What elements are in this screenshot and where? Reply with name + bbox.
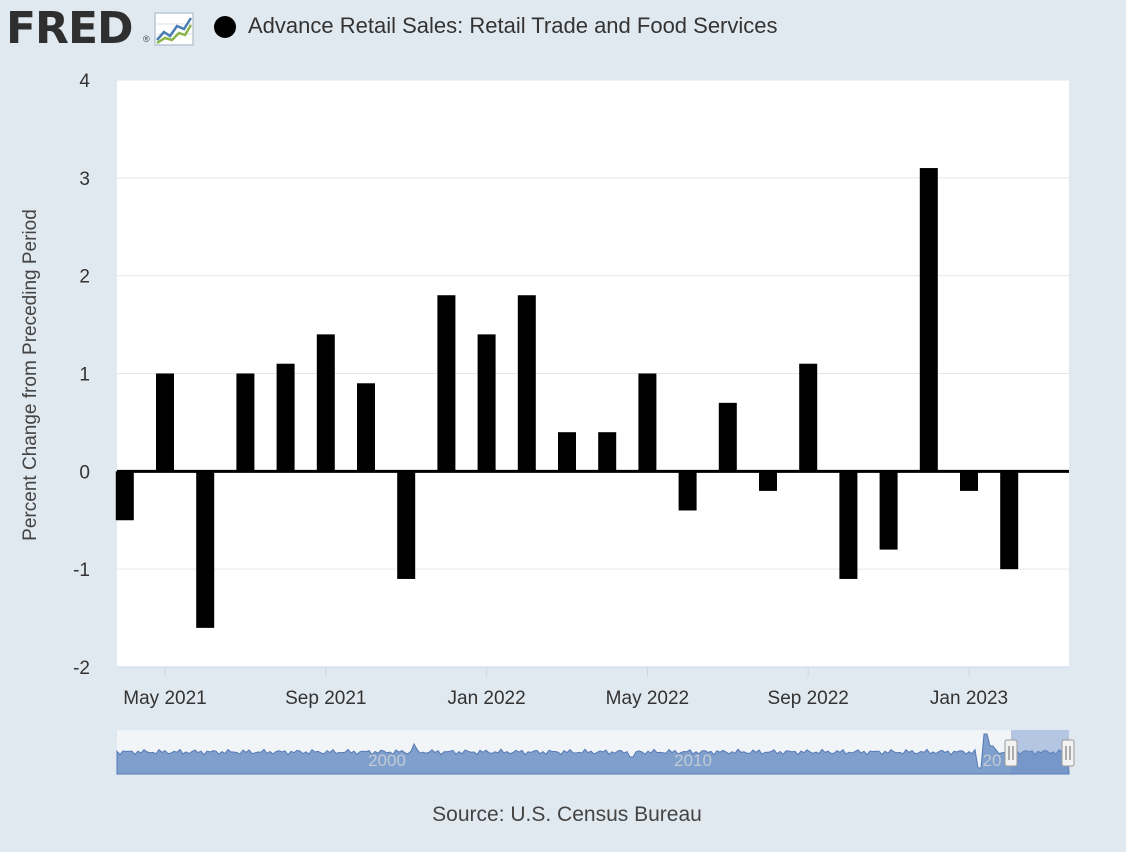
x-tick-label: Sep 2022 [768,688,849,709]
bar-2021-05[interactable] [156,373,174,472]
legend-series-title[interactable]: Advance Retail Sales: Retail Trade and F… [248,13,778,38]
x-tick-label: Jan 2023 [930,688,1008,709]
bar-2023-02[interactable] [1000,471,1019,570]
bar-2021-09[interactable] [316,334,335,472]
legend-marker [214,16,236,38]
bar-2022-08[interactable] [759,471,777,491]
bar-2021-06[interactable] [196,471,215,628]
bar-2022-03[interactable] [558,432,576,472]
bar-2023-01[interactable] [960,471,978,491]
y-tick-label: -2 [73,658,90,679]
bar-2021-12[interactable] [437,295,456,472]
navigator-label-2010: 2010 [674,751,712,770]
navigator-label-20: 20 [983,751,1002,770]
range-navigator: 2000 2010 20 [116,730,1075,775]
gridlines [117,79,1069,570]
bar-2021-07[interactable] [236,373,255,472]
bar-2022-05[interactable] [638,373,657,472]
bar-2022-04[interactable] [598,432,617,472]
y-tick-label: -1 [73,560,90,581]
x-tick-label: Jan 2022 [448,688,526,709]
chart-header: FRED ® Advance Retail Sales: Retail Trad… [0,0,1126,60]
fred-line-chart-icon [154,12,194,46]
x-tick-label: May 2022 [606,688,689,709]
y-tick-label: 1 [79,365,90,386]
source-note: Source: U.S. Census Bureau [432,803,702,826]
navigator-selected-range[interactable] [1011,730,1069,774]
y-tick-label: 4 [79,71,90,92]
bars [115,168,1019,628]
navigator-right-handle[interactable] [1061,739,1075,767]
bar-2021-10[interactable] [357,383,375,472]
bar-2022-07[interactable] [718,402,737,472]
x-axis-ticks: May 2021 Sep 2021 Jan 2022 May 2022 Sep 2022… [123,667,1008,709]
bar-2021-11[interactable] [397,471,416,579]
y-axis-ticks: -2 -1 0 1 2 3 4 [73,71,90,679]
bar-2022-09[interactable] [799,363,818,472]
bar-2022-01[interactable] [477,334,496,472]
bar-2022-11[interactable] [879,471,898,550]
y-tick-label: 3 [79,169,90,190]
navigator-label-2000: 2000 [368,751,406,770]
x-tick-label: May 2021 [123,688,206,709]
bar-2022-12[interactable] [919,168,938,472]
bar-2021-08[interactable] [276,363,295,472]
bar-2022-06[interactable] [678,471,697,511]
fred-logo[interactable]: FRED [6,3,134,54]
y-tick-label: 2 [79,267,90,288]
x-tick-label: Sep 2021 [285,688,366,709]
navigator-series-area [116,733,1070,775]
fred-registered-mark: ® [143,34,150,44]
navigator-left-handle[interactable] [1004,739,1018,767]
y-tick-label: 0 [79,462,90,483]
bar-2022-10[interactable] [839,471,858,579]
bar-2022-02[interactable] [517,295,536,472]
bar-2021-04[interactable] [115,471,134,521]
